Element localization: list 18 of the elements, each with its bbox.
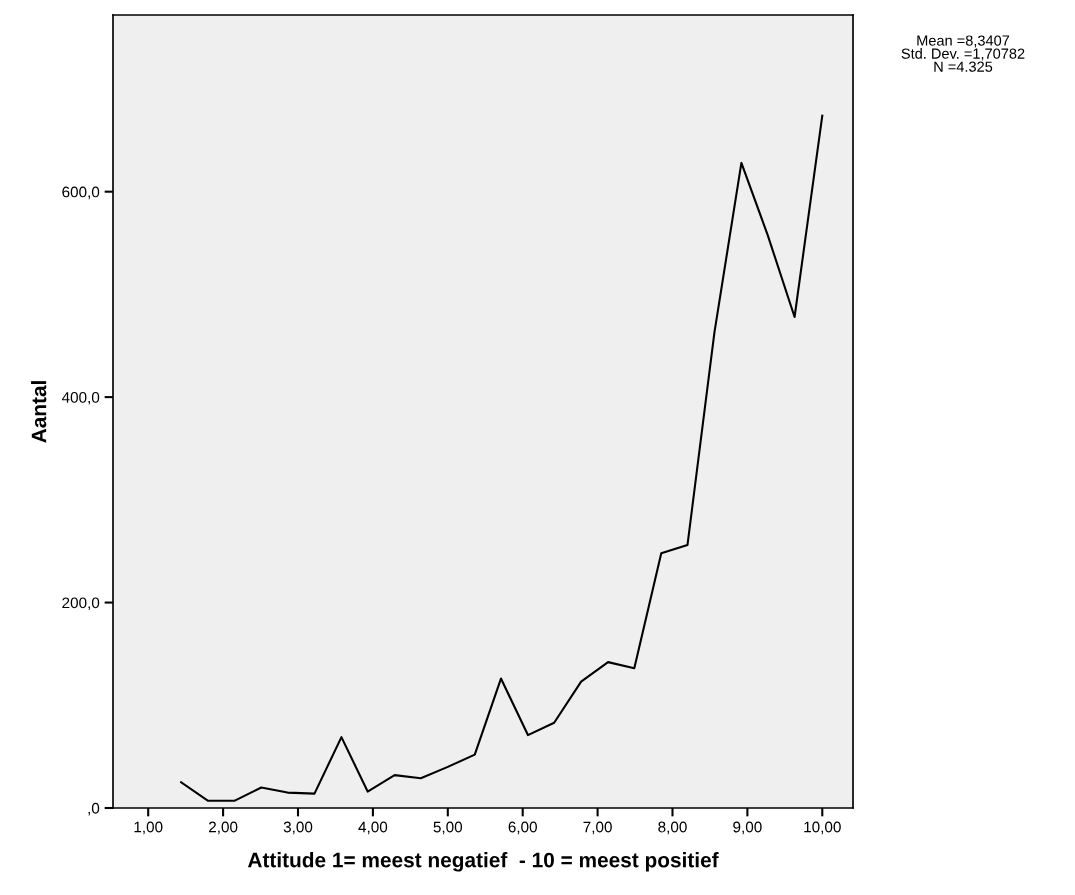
x-tick-label: 5,00 [433,821,463,835]
x-tick-label: 1,00 [134,821,163,835]
y-axis-title: Aantal [31,381,47,443]
x-tick-label: 9,00 [733,821,762,835]
x-axis-title: Attitude 1= meest negatief - 10 = meest positief [247,852,719,872]
y-tick-label: 400,0 [61,391,100,405]
text: Mean =8,3407 Std. Dev. =1,70782 N =4.325 [901,35,1025,72]
y-tick-label: 200,0 [62,597,100,611]
x-tick-label: 3,00 [283,821,313,835]
x-tick-label: 7,00 [583,821,612,835]
x-tick-label: 2,00 [209,821,238,835]
x-tick-label: 6,00 [508,821,537,835]
x-tick-label: 4,00 [358,821,388,835]
y-tick-label: 600,0 [62,186,100,200]
x-tick-label: 10,00 [804,821,841,835]
x-tick-label: 8,00 [658,821,687,835]
line-series [180,114,824,802]
y-tick-label: ,0 [88,802,100,816]
